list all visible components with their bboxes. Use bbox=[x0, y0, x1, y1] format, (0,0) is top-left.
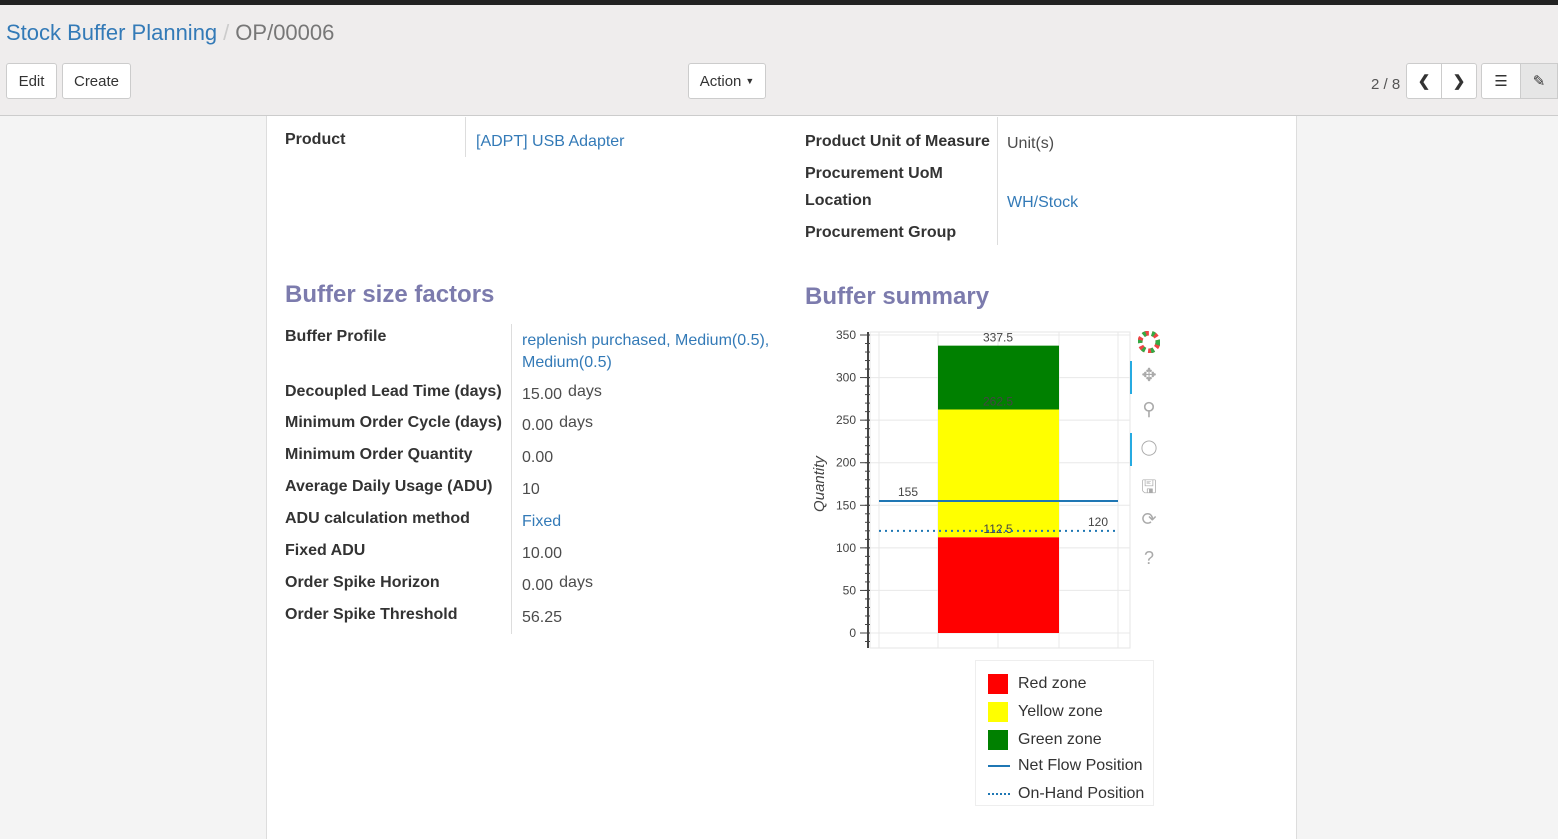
top-bar bbox=[0, 0, 1558, 5]
factor-unit: days bbox=[559, 414, 593, 431]
bar-label: 337.5 bbox=[983, 331, 1013, 345]
control-panel: Stock Buffer Planning / OP/00006 bbox=[0, 5, 1558, 116]
product-value[interactable]: [ADPT] USB Adapter bbox=[476, 133, 625, 150]
factor-label: Minimum Order Cycle (days) bbox=[285, 414, 502, 431]
save-tool-icon[interactable]: 🖫 bbox=[1141, 477, 1157, 497]
list-view-button[interactable]: ☰ bbox=[1481, 63, 1521, 99]
factor-value: 15.00 days bbox=[522, 383, 602, 403]
bar-label: 262.5 bbox=[983, 395, 1013, 409]
bar-green-zone bbox=[938, 345, 1059, 410]
legend-on-hand: On-Hand Position bbox=[988, 785, 1144, 803]
factor-label: Order Spike Horizon bbox=[285, 574, 440, 591]
factor-value: 0.00 bbox=[522, 449, 554, 466]
factor-label: ADU calculation method bbox=[285, 510, 470, 527]
edit-form-icon: ✎ bbox=[1532, 73, 1546, 90]
action-dropdown[interactable]: Action ▼ bbox=[688, 63, 766, 99]
box-zoom-tool-icon[interactable]: ⚲ bbox=[1142, 399, 1156, 419]
factor-value: 0.00 days bbox=[522, 414, 593, 434]
edit-button[interactable]: Edit bbox=[6, 63, 57, 99]
factor-label: Order Spike Threshold bbox=[285, 606, 458, 623]
list-icon: ☰ bbox=[1494, 73, 1508, 90]
product-label: Product bbox=[285, 131, 346, 148]
bokeh-logo-icon bbox=[1137, 330, 1161, 354]
bar-yellow-zone bbox=[938, 409, 1059, 538]
factor-label: Minimum Order Quantity bbox=[285, 446, 473, 463]
reset-tool-icon[interactable]: ⟳ bbox=[1141, 509, 1157, 529]
factor-value[interactable]: Fixed bbox=[522, 513, 562, 530]
y-tick-label: 300 bbox=[836, 371, 856, 385]
pan-tool-icon[interactable]: ✥ bbox=[1141, 365, 1157, 385]
caret-down-icon: ▼ bbox=[745, 76, 755, 86]
buffer-summary-title: Buffer summary bbox=[805, 283, 990, 310]
factor-label: Fixed ADU bbox=[285, 542, 366, 559]
legend-red-zone: Red zone bbox=[988, 674, 1087, 694]
line-label: 120 bbox=[1088, 515, 1108, 529]
factor-value: 56.25 bbox=[522, 609, 563, 626]
legend-yellow-zone: Yellow zone bbox=[988, 702, 1103, 722]
y-tick-label: 0 bbox=[849, 626, 856, 640]
y-tick-label: 150 bbox=[836, 498, 856, 512]
y-axis-label: Quantity bbox=[811, 455, 828, 512]
location-value[interactable]: WH/Stock bbox=[1007, 194, 1079, 211]
uom-value: Unit(s) bbox=[1007, 135, 1055, 152]
y-tick-label: 250 bbox=[836, 413, 856, 427]
pager-value[interactable]: 2 / 8 bbox=[1371, 76, 1401, 93]
factor-value: 0.00 days bbox=[522, 574, 593, 594]
factor-value[interactable]: replenish purchased, Medium(0.5), Medium… bbox=[522, 332, 770, 371]
factor-value: 10.00 bbox=[522, 545, 563, 562]
chevron-right-icon: ❯ bbox=[1452, 73, 1466, 90]
form-view-button[interactable]: ✎ bbox=[1520, 63, 1558, 99]
y-tick-label: 200 bbox=[836, 456, 856, 470]
previous-button[interactable]: ❮ bbox=[1406, 63, 1442, 99]
create-button[interactable]: Create bbox=[62, 63, 131, 99]
y-tick-label: 100 bbox=[836, 541, 856, 555]
bar-label: 112.5 bbox=[983, 522, 1012, 536]
factor-unit: days bbox=[568, 383, 602, 400]
factor-value: 10 bbox=[522, 481, 540, 498]
buffer-chart: 0 50 100 150 200 250 300 350 Quantity 112.5 262.5 3… bbox=[811, 328, 1131, 649]
factor-label: Decoupled Lead Time (days) bbox=[285, 383, 502, 400]
procurement-group-label: Procurement Group bbox=[805, 224, 957, 241]
buffer-size-factors-title: Buffer size factors bbox=[285, 281, 495, 308]
breadcrumb-current: OP/00006 bbox=[235, 20, 335, 45]
breadcrumb: Stock Buffer Planning / OP/00006 bbox=[6, 20, 335, 45]
wheel-zoom-tool-icon[interactable]: ◯ bbox=[1140, 439, 1158, 456]
line-label: 155 bbox=[898, 485, 918, 499]
y-tick-label: 50 bbox=[843, 583, 857, 597]
next-button[interactable]: ❯ bbox=[1441, 63, 1477, 99]
factor-label: Average Daily Usage (ADU) bbox=[285, 478, 493, 495]
chevron-left-icon: ❮ bbox=[1417, 73, 1431, 90]
legend-net-flow: Net Flow Position bbox=[988, 757, 1143, 775]
chart-legend: Red zone Yellow zone Green zone Net Flow… bbox=[975, 660, 1154, 806]
legend-green-zone: Green zone bbox=[988, 730, 1102, 750]
factor-unit: days bbox=[559, 574, 593, 591]
uom-label: Product Unit of Measure bbox=[805, 133, 990, 150]
procurement-uom-label: Procurement UoM bbox=[805, 165, 943, 182]
y-tick-label: 350 bbox=[836, 328, 856, 342]
help-tool-icon[interactable]: ? bbox=[1143, 548, 1154, 568]
breadcrumb-parent[interactable]: Stock Buffer Planning bbox=[6, 20, 218, 45]
bar-red-zone bbox=[938, 537, 1059, 633]
action-label: Action bbox=[699, 72, 742, 90]
location-label: Location bbox=[805, 192, 872, 209]
factor-label: Buffer Profile bbox=[285, 328, 387, 345]
